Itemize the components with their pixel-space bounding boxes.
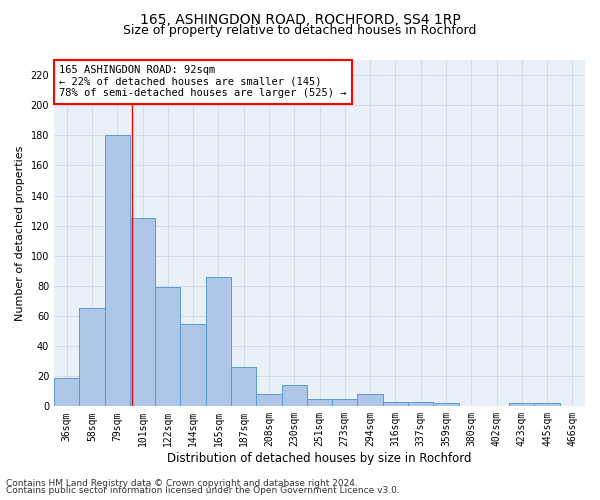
Bar	[408, 402, 433, 406]
Text: Contains HM Land Registry data © Crown copyright and database right 2024.: Contains HM Land Registry data © Crown c…	[6, 478, 358, 488]
Text: 165 ASHINGDON ROAD: 92sqm
← 22% of detached houses are smaller (145)
78% of semi: 165 ASHINGDON ROAD: 92sqm ← 22% of detac…	[59, 65, 347, 98]
Text: 165, ASHINGDON ROAD, ROCHFORD, SS4 1RP: 165, ASHINGDON ROAD, ROCHFORD, SS4 1RP	[140, 12, 460, 26]
Bar	[383, 402, 408, 406]
Bar	[281, 386, 307, 406]
Bar	[433, 404, 458, 406]
Y-axis label: Number of detached properties: Number of detached properties	[15, 146, 25, 321]
Bar	[79, 308, 104, 406]
Bar	[54, 378, 79, 406]
Text: Contains public sector information licensed under the Open Government Licence v3: Contains public sector information licen…	[6, 486, 400, 495]
X-axis label: Distribution of detached houses by size in Rochford: Distribution of detached houses by size …	[167, 452, 472, 465]
Bar	[206, 277, 231, 406]
Bar	[307, 399, 332, 406]
Bar	[358, 394, 383, 406]
Text: Size of property relative to detached houses in Rochford: Size of property relative to detached ho…	[124, 24, 476, 37]
Bar	[104, 136, 130, 406]
Bar	[509, 404, 535, 406]
Bar	[535, 404, 560, 406]
Bar	[231, 367, 256, 406]
Bar	[155, 288, 181, 406]
Bar	[130, 218, 155, 406]
Bar	[181, 324, 206, 406]
Bar	[256, 394, 281, 406]
Bar	[332, 399, 358, 406]
